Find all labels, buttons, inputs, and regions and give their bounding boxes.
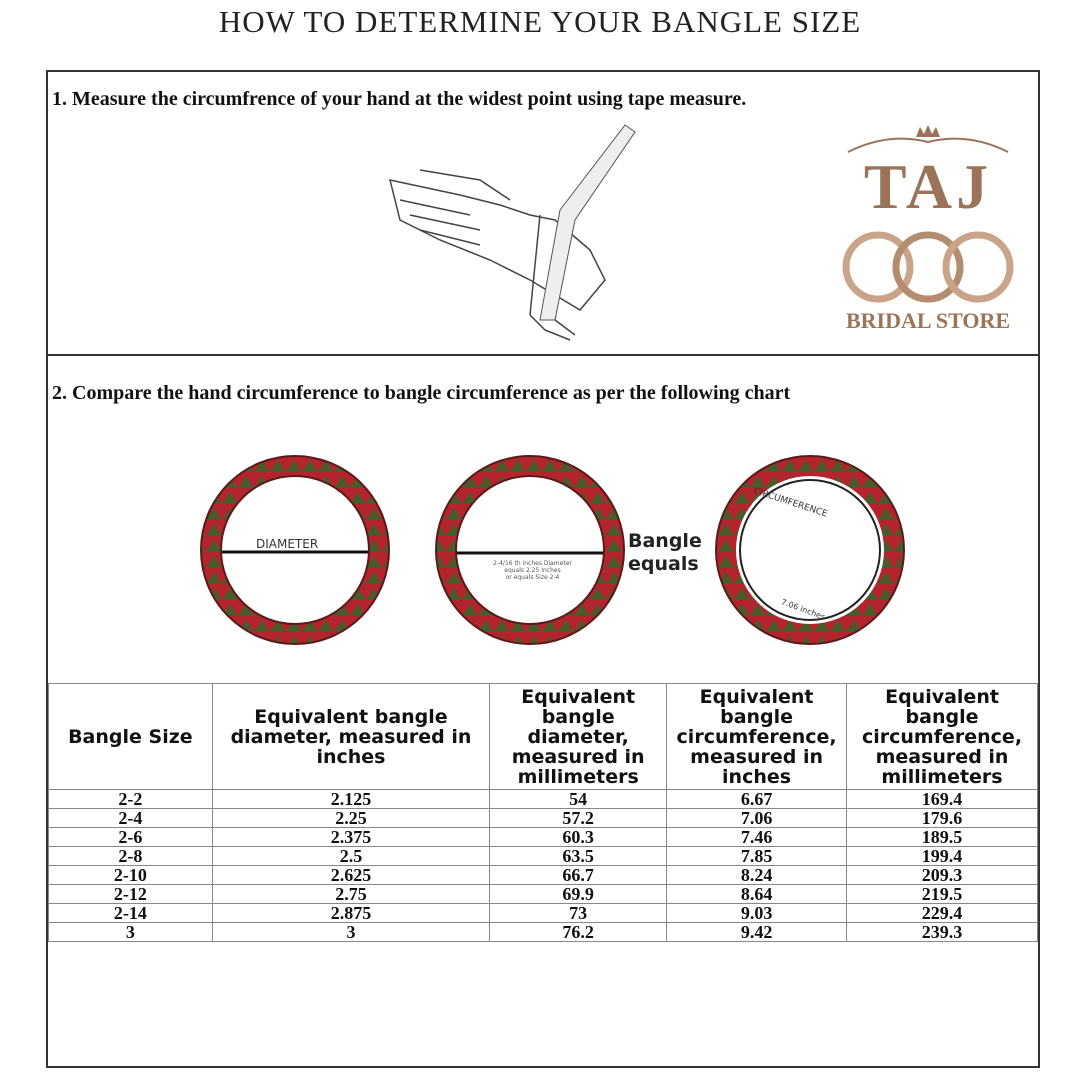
table-cell: 76.2	[489, 922, 668, 942]
table-cell: 7.06	[666, 808, 848, 828]
table-cell: 3	[211, 922, 491, 942]
table-header-row: Bangle Size Equivalent bangle diameter, …	[48, 683, 1038, 790]
table-cell: 8.64	[666, 884, 848, 904]
table-cell: 8.24	[666, 865, 848, 885]
table-cell: 2.25	[211, 808, 491, 828]
header-circumference-inches: Equivalent bangle circumference, measure…	[666, 683, 848, 790]
table-cell: 169.4	[846, 789, 1038, 809]
table-cell: 2.125	[211, 789, 491, 809]
table-cell: 2-12	[48, 884, 213, 904]
table-cell: 9.03	[666, 903, 848, 923]
table-row: 2-12 2.75 69.9 8.64 219.5	[48, 884, 1038, 904]
content-frame	[46, 70, 1040, 1068]
table-cell: 60.3	[489, 827, 668, 847]
step-2-text: 2. Compare the hand circumference to ban…	[52, 382, 791, 404]
table-cell: 73	[489, 903, 668, 923]
table-cell: 2.375	[211, 827, 491, 847]
table-row: 2-8 2.5 63.5 7.85 199.4	[48, 846, 1038, 866]
header-circumference-mm: Equivalent bangle circumference, measure…	[846, 683, 1038, 790]
table-cell: 57.2	[489, 808, 668, 828]
table-cell: 2-6	[48, 827, 213, 847]
table-cell: 209.3	[846, 865, 1038, 885]
table-cell: 2.625	[211, 865, 491, 885]
section-measure	[46, 70, 1040, 356]
bangle-circumference	[715, 455, 905, 645]
table-cell: 9.42	[666, 922, 848, 942]
table-cell: 54	[489, 789, 668, 809]
table-cell: 2.75	[211, 884, 491, 904]
bangle-example-line: or equals Size 2-4	[505, 574, 560, 581]
table-cell: 229.4	[846, 903, 1038, 923]
table-cell: 2-14	[48, 903, 213, 923]
table-cell: 219.5	[846, 884, 1038, 904]
logo-name: TAJ	[863, 151, 993, 222]
equals-word: equals	[628, 553, 699, 575]
table-row: 2-2 2.125 54 6.67 169.4	[48, 789, 1038, 809]
bangle-diagram	[200, 455, 905, 645]
rings-icon	[842, 231, 1014, 303]
bangle-example	[435, 455, 625, 645]
bangle-diameter	[200, 455, 390, 645]
bangle-word: Bangle	[628, 530, 702, 552]
table-row: 2-4 2.25 57.2 7.06 179.6	[48, 808, 1038, 828]
table-cell: 6.67	[666, 789, 848, 809]
bangle-equals-label: Bangle equals	[628, 530, 702, 576]
table-cell: 2-10	[48, 865, 213, 885]
table-cell: 7.46	[666, 827, 848, 847]
table-cell: 2-4	[48, 808, 213, 828]
table-cell: 2-2	[48, 789, 213, 809]
table-cell: 189.5	[846, 827, 1038, 847]
diameter-label: DIAMETER	[256, 537, 319, 551]
crown-ornament-icon	[847, 125, 1009, 153]
bangle-example-line: equals 2.25 Inches	[504, 567, 561, 574]
table-cell: 3	[48, 922, 213, 942]
bangle-example-text: 2-4/16 th inches Diameter equals 2.25 In…	[470, 560, 595, 581]
table-cell: 179.6	[846, 808, 1038, 828]
logo-subtitle: BRIDAL STORE	[845, 308, 1011, 333]
tape-measure	[539, 124, 636, 321]
step-1-text: 1. Measure the circumfrence of your hand…	[52, 88, 747, 110]
taj-logo: TAJ BRIDAL STORE	[828, 122, 1028, 342]
table-cell: 199.4	[846, 846, 1038, 866]
table-row: 2-6 2.375 60.3 7.46 189.5	[48, 827, 1038, 847]
table-row: 2-10 2.625 66.7 8.24 209.3	[48, 865, 1038, 885]
bangle-example-line: 2-4/16 th inches Diameter	[493, 560, 572, 567]
table-cell: 7.85	[666, 846, 848, 866]
table-cell: 2-8	[48, 846, 213, 866]
bangle-size-table: Bangle Size Equivalent bangle diameter, …	[48, 683, 1038, 942]
table-cell: 239.3	[846, 922, 1038, 942]
table-cell: 69.9	[489, 884, 668, 904]
table-cell: 66.7	[489, 865, 668, 885]
header-diameter-mm: Equivalent bangle diameter, measured in …	[489, 683, 668, 790]
table-cell: 2.5	[211, 846, 491, 866]
header-bangle-size: Bangle Size	[48, 683, 213, 790]
header-diameter-inches: Equivalent bangle diameter, measured in …	[211, 683, 491, 790]
hand-tape-illustration	[388, 124, 636, 341]
table-cell: 63.5	[489, 846, 668, 866]
page-title: HOW TO DETERMINE YOUR BANGLE SIZE	[218, 4, 862, 39]
table-row: 2-14 2.875 73 9.03 229.4	[48, 903, 1038, 923]
table-row: 3 3 76.2 9.42 239.3	[48, 922, 1038, 942]
table-cell: 2.875	[211, 903, 491, 923]
